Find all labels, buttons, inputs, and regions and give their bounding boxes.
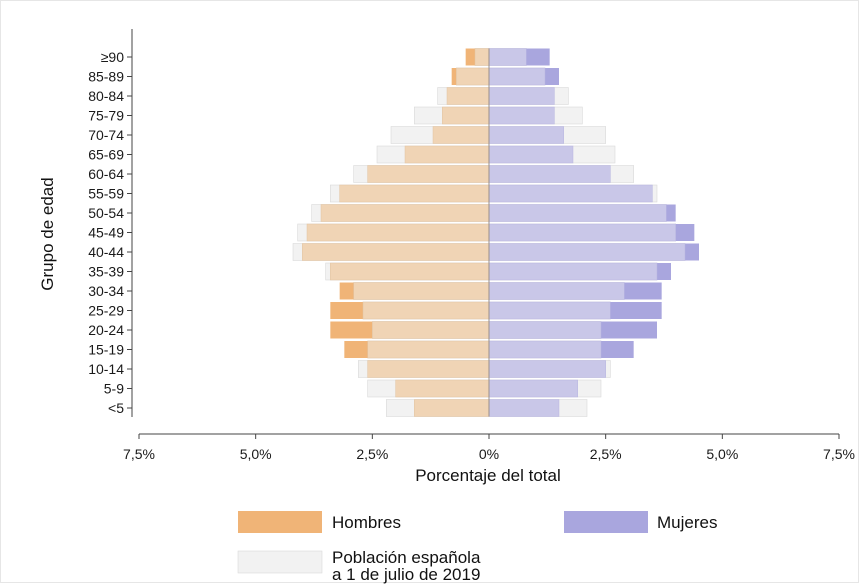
y-tick-label: 60-64 (88, 166, 124, 182)
legend-swatch-mujeres (564, 511, 648, 533)
x-tick-label: 0% (479, 446, 499, 462)
mujeres-bar-overlap (488, 204, 667, 222)
hombres-bar-overlap (302, 243, 490, 261)
hombres-bar-overlap (446, 87, 490, 105)
hombres-bar-overlap (395, 379, 490, 398)
y-tick-label: 75-79 (88, 108, 124, 124)
mujeres-bar-overlap (488, 262, 658, 281)
hombres-bar-overlap (339, 184, 490, 203)
y-tick-label: 30-34 (88, 283, 124, 299)
mujeres-bar-overlap (488, 106, 555, 125)
legend-swatch-poblacion (237, 550, 323, 574)
hombres-bar-overlap (432, 126, 490, 144)
hombres-bar-overlap (404, 145, 490, 164)
legend-label-hombres: Hombres (332, 513, 401, 532)
mujeres-bar-overlap (488, 301, 611, 320)
hombres-bar-overlap (442, 106, 490, 125)
mujeres-bar-overlap (488, 87, 555, 105)
x-tick-label: 5,0% (240, 446, 272, 462)
mujeres-bar-overlap (488, 48, 527, 66)
legend-swatch-hombres (238, 511, 322, 533)
y-tick-label: 10-14 (88, 361, 124, 377)
mujeres-bar-overlap (488, 282, 625, 300)
y-tick-label: 25-29 (88, 303, 124, 319)
hombres-bar-overlap (306, 223, 490, 242)
x-tick-label: 2,5% (590, 446, 622, 462)
x-axis-title: Porcentaje del total (415, 466, 561, 485)
hombres-bar-overlap (330, 262, 490, 281)
y-axis-title: Grupo de edad (38, 177, 57, 290)
hombres-bars (302, 48, 490, 417)
mujeres-bar-overlap (488, 399, 560, 417)
hombres-bar-overlap (367, 340, 490, 359)
mujeres-bar-overlap (488, 340, 602, 359)
mujeres-bar-overlap (488, 165, 611, 183)
mujeres-bar-overlap (488, 360, 606, 378)
mujeres-bar-overlap (488, 379, 578, 398)
y-tick-label: 50-54 (88, 205, 124, 221)
legend-label-poblacion-line1: Población española (332, 548, 481, 567)
y-tick-label: 15-19 (88, 342, 124, 358)
y-tick-label: 55-59 (88, 186, 124, 202)
hombres-bar-overlap (367, 360, 490, 378)
legend-label-poblacion-line2: a 1 de julio de 2019 (332, 565, 480, 584)
y-tick-label: 65-69 (88, 147, 124, 163)
y-tick-label: <5 (108, 400, 124, 416)
y-tick-label: ≥90 (101, 49, 124, 65)
x-tick-label: 7,5% (823, 446, 855, 462)
hombres-bar-overlap (362, 301, 490, 320)
x-tick-label: 5,0% (706, 446, 738, 462)
y-tick-label: 40-44 (88, 244, 124, 260)
mujeres-bar-overlap (488, 184, 653, 203)
hombres-bar-overlap (320, 204, 490, 222)
legend: Hombres Mujeres Población española a 1 d… (237, 511, 717, 584)
hombres-bar-overlap (474, 48, 490, 66)
mujeres-bar-overlap (488, 145, 574, 164)
y-tick-label: 45-49 (88, 225, 124, 241)
legend-label-mujeres: Mujeres (657, 513, 717, 532)
hombres-bar-overlap (456, 67, 490, 86)
hombres-bar-overlap (367, 165, 490, 183)
mujeres-bar-overlap (488, 243, 686, 261)
x-tick-label: 7,5% (123, 446, 155, 462)
mujeres-bar-overlap (488, 126, 564, 144)
mujeres-bar-overlap (488, 321, 602, 339)
hombres-bar-overlap (414, 399, 490, 417)
y-tick-label: 20-24 (88, 322, 124, 338)
y-tick-label: 5-9 (104, 381, 124, 397)
y-tick-label: 35-39 (88, 264, 124, 280)
hombres-bar-overlap (353, 282, 490, 300)
x-tick-label: 2,5% (356, 446, 388, 462)
y-tick-label: 70-74 (88, 127, 124, 143)
axes: <5 5-9 10-14 15-19 20-24 25-29 30-34 35-39 40-44… (88, 29, 855, 462)
y-tick-label: 85-89 (88, 69, 124, 85)
y-tick-label: 80-84 (88, 88, 124, 104)
mujeres-bar-overlap (488, 223, 676, 242)
hombres-bar-overlap (372, 321, 490, 339)
mujeres-bar-overlap (488, 67, 546, 86)
mujeres-bars (488, 48, 699, 417)
